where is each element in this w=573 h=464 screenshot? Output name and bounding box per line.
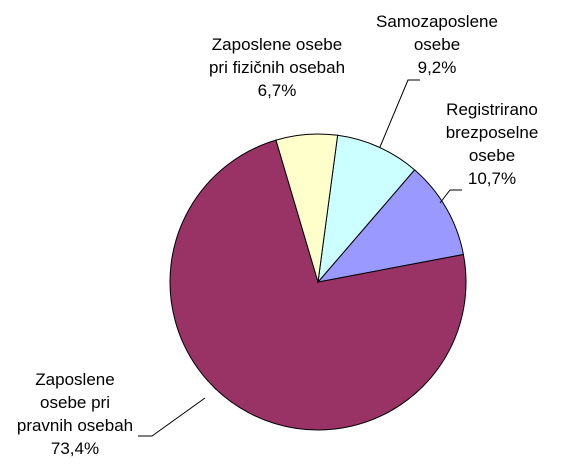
pie-slice <box>316 169 464 283</box>
category-label: Registrirano brezposelne osebe <box>445 100 539 165</box>
value-label: 6,7% <box>257 81 297 100</box>
slice-label: Zaposlene osebe pri fizičnih osebah 6,7% <box>207 33 347 102</box>
pie-slice <box>275 133 339 283</box>
category-label: Samozaposlene osebe <box>376 12 498 54</box>
category-label: Zaposlene osebe pri fizičnih osebah <box>208 35 346 77</box>
value-label: 10,7% <box>467 169 517 188</box>
slice-label: Registrirano brezposelne osebe 10,7% <box>432 98 552 190</box>
pie-slice <box>169 139 467 431</box>
value-label: 9,2% <box>417 58 457 77</box>
leader-line <box>439 189 462 204</box>
value-label: 73,4% <box>50 439 100 458</box>
slice-label: Samozaposlene osebe 9,2% <box>362 10 512 79</box>
slice-label: Zaposlene osebe pri pravnih osebah 73,4% <box>10 368 140 460</box>
category-label: Zaposlene osebe pri pravnih osebah <box>16 370 134 435</box>
leader-line <box>138 397 206 437</box>
leader-line <box>379 79 420 148</box>
pie-slice <box>317 134 416 284</box>
